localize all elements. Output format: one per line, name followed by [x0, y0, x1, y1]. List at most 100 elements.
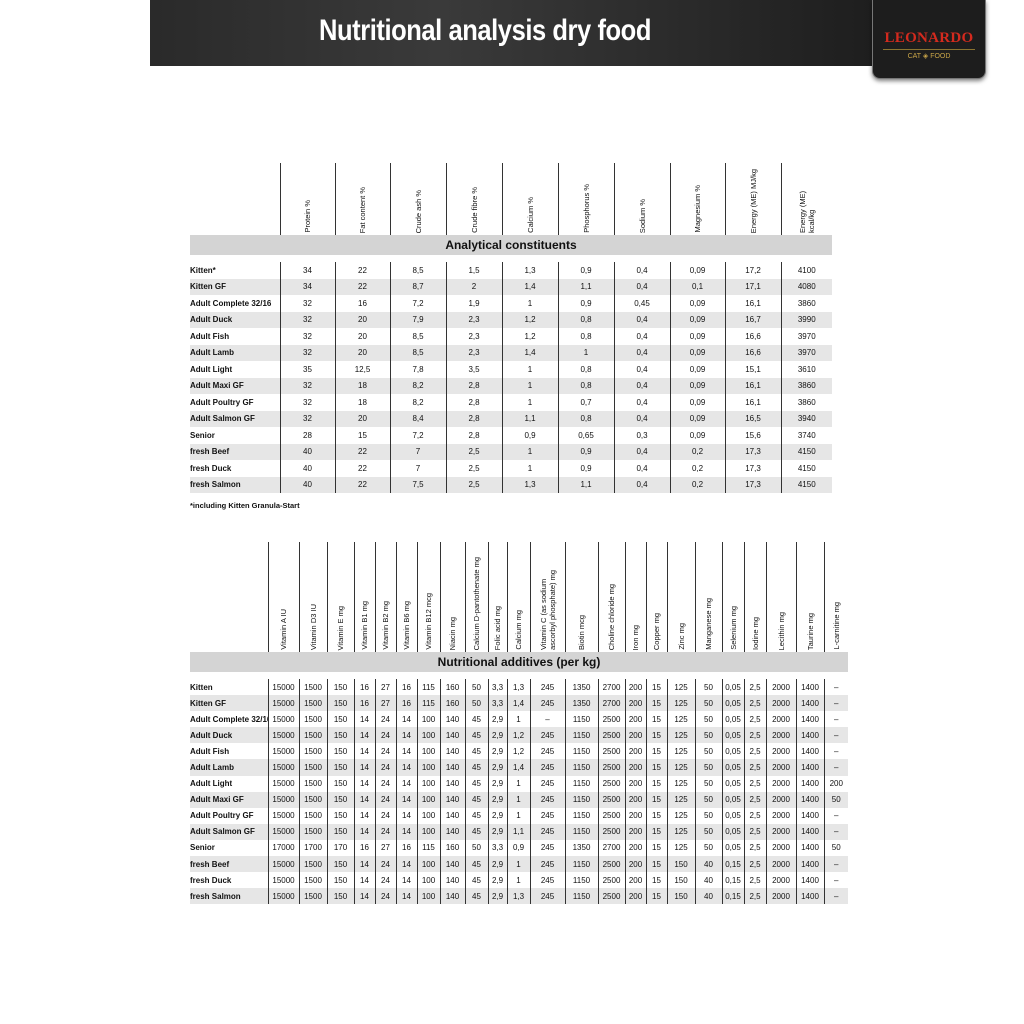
table-cell: 1150 [564, 727, 598, 744]
table-cell: 100 [416, 727, 440, 744]
table-cell: 40 [279, 460, 335, 477]
table-cell: 140 [439, 791, 465, 808]
table-row: Kitten 15000 1500 150 16 27 16 115 160 50 3,3 1,3 24… [190, 679, 848, 696]
table-cell: 14 [353, 807, 375, 824]
table-cell: 2000 [765, 839, 796, 857]
table-cell: 200 [624, 711, 646, 728]
table-cell: 27 [374, 695, 396, 712]
table-cell: 14 [395, 807, 417, 824]
table-row: Adult Duck 32 20 7,9 2,3 1,2 0,8 0,4 0,09 16,7 399… [190, 311, 832, 328]
table-cell: 150 [326, 711, 354, 728]
table-cell: 14 [353, 872, 375, 889]
logo-subtext: CAT ◈ FOOD [883, 49, 975, 60]
table-cell: 200 [624, 888, 646, 905]
table-cell: 2,5 [445, 443, 502, 460]
table-cell: 150 [326, 775, 354, 792]
table-cell: 45 [464, 727, 488, 744]
column-header: Niacin mg [439, 542, 465, 652]
column-header: Phosphorus % [557, 163, 614, 235]
table-cell: 150 [326, 791, 354, 808]
column-header: Lecithin mg [765, 542, 796, 652]
table-cell: 245 [529, 888, 565, 905]
table-cell: 40 [279, 443, 335, 460]
table-cell: 15000 [267, 727, 299, 744]
table-cell: 0,8 [557, 328, 614, 345]
table-cell: 45 [464, 711, 488, 728]
table-cell: 14 [353, 727, 375, 744]
nutritional-additives-table: Vitamin A IU Vitamin D3 IU Vitamin E mg Vit… [190, 542, 848, 905]
table-cell: 50 [464, 839, 488, 857]
table-cell: 24 [374, 759, 396, 776]
table-cell: 2,8 [445, 427, 502, 444]
table-cell: 100 [416, 743, 440, 760]
table-cell: 50 [823, 791, 848, 808]
column-header: Vitamin D3 IU [298, 542, 327, 652]
table-cell: 2 [445, 278, 502, 295]
page-header: Nutritional analysis dry food LEONARDO C… [150, 0, 986, 79]
table-cell: 0,05 [721, 823, 744, 840]
table-cell: 245 [529, 727, 565, 744]
table-cell: 1 [501, 394, 558, 411]
table-cell: 15 [645, 823, 667, 840]
table-cell: 160 [439, 679, 465, 696]
table-cell: 2700 [597, 839, 625, 857]
table-cell: 150 [666, 872, 695, 889]
table-cell: 140 [439, 775, 465, 792]
table-cell: 14 [353, 888, 375, 905]
table-cell: 2,5 [743, 872, 766, 889]
table-cell: 200 [624, 856, 646, 873]
table-cell: 150 [326, 823, 354, 840]
section-title: Analytical constituents [190, 235, 832, 255]
table-cell: 1,1 [557, 278, 614, 295]
table-cell: 140 [439, 743, 465, 760]
table-cell: 1400 [795, 743, 824, 760]
table-cell: 0,2 [669, 476, 725, 493]
column-header-label: Niacin mg [448, 616, 457, 650]
column-header: Magnesium % [669, 163, 725, 235]
table-cell: 2000 [765, 823, 796, 840]
table-cell: 24 [374, 872, 396, 889]
table-cell: 1400 [795, 775, 824, 792]
table-cell: 1500 [298, 807, 327, 824]
table-cell: 1 [501, 377, 558, 394]
table-cell: 16 [353, 679, 375, 696]
table-cell: 2,9 [487, 791, 507, 808]
table-row: fresh Beef 40 22 7 2,5 1 0,9 0,4 0,2 17,3 4150 [190, 443, 832, 460]
section-title: Nutritional additives (per kg) [190, 652, 848, 672]
table-cell: 0,2 [669, 460, 725, 477]
column-header: Biotin mcg [564, 542, 598, 652]
table-cell: 1150 [564, 856, 598, 873]
table-cell: 40 [694, 856, 722, 873]
table-cell: 1500 [298, 727, 327, 744]
table-row: fresh Salmon 40 22 7,5 2,5 1,3 1,1 0,4 0,2 17,3 41… [190, 476, 832, 493]
table-cell: 14 [395, 727, 417, 744]
table-cell: 1350 [564, 695, 598, 712]
table-cell: 20 [334, 410, 390, 427]
column-header-label: Zinc mg [676, 623, 686, 650]
table-cell: 1,3 [506, 888, 530, 905]
table-cell: 18 [334, 394, 390, 411]
table-cell: 1400 [795, 695, 824, 712]
table-cell: 2,5 [445, 476, 502, 493]
table-cell: 8,2 [389, 377, 446, 394]
column-header-label: Sodium % [637, 198, 647, 233]
table-cell: 140 [439, 727, 465, 744]
table-cell: 16 [334, 295, 390, 312]
table-cell: 1400 [795, 679, 824, 696]
table-cell: 1150 [564, 807, 598, 824]
table-cell: 1500 [298, 791, 327, 808]
table-cell: 1,4 [501, 344, 558, 361]
table-cell: 1150 [564, 759, 598, 776]
table-cell: 0,4 [613, 311, 670, 328]
column-header-label: Iodine mg [750, 617, 760, 650]
table-cell: 16,1 [724, 377, 781, 394]
table-cell: 2500 [597, 872, 625, 889]
table-cell: 15000 [267, 872, 299, 889]
table-cell: 125 [666, 743, 695, 760]
table-cell: 1500 [298, 872, 327, 889]
table-cell: 16 [395, 839, 417, 857]
table-cell: 15000 [267, 775, 299, 792]
table-row: Kitten GF 34 22 8,7 2 1,4 1,1 0,4 0,1 17,1 4080 [190, 278, 832, 295]
table-row: Senior 28 15 7,2 2,8 0,9 0,65 0,3 0,09 15,6 3740 [190, 427, 832, 444]
table-cell: 0,4 [613, 410, 670, 427]
